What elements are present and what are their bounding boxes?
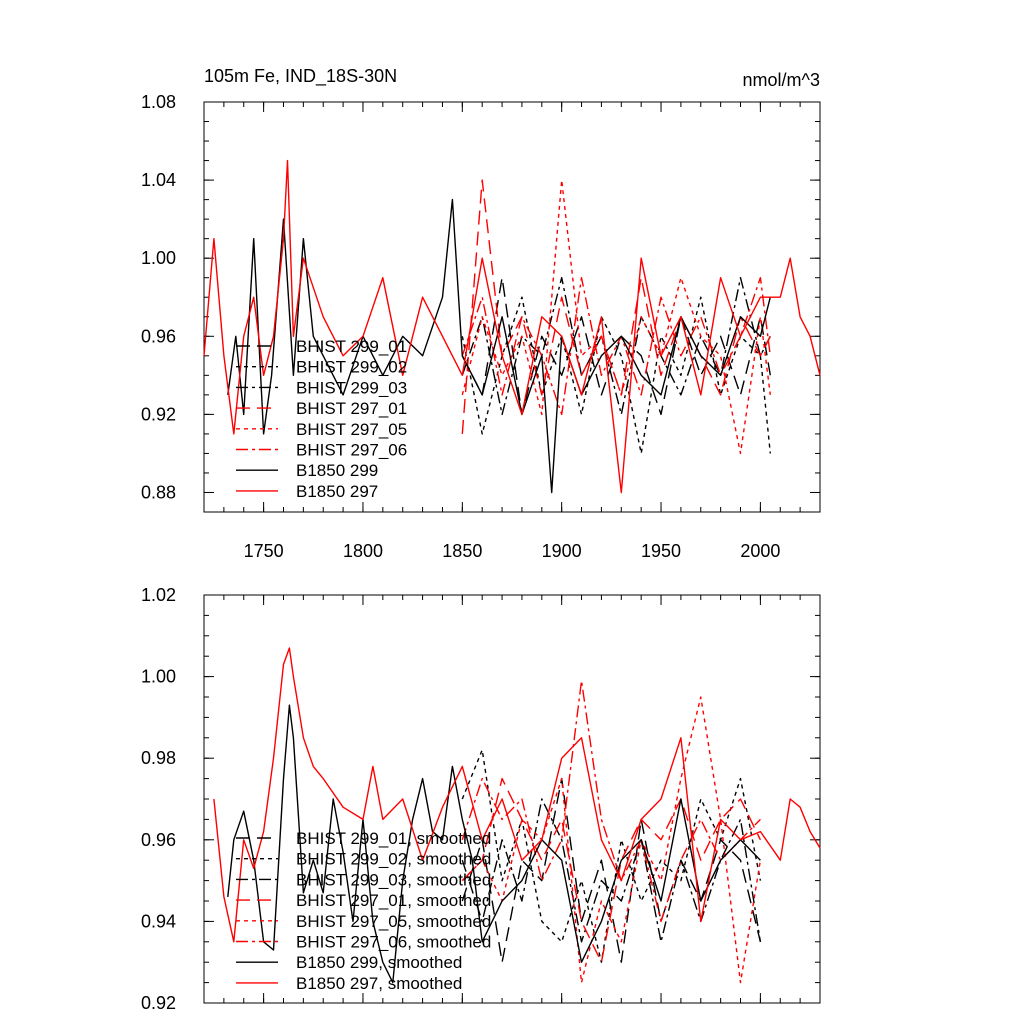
y-tick-label: 1.02 (141, 585, 176, 605)
series-line (227, 704, 761, 984)
series-line (227, 198, 771, 494)
y-tick-label: 0.98 (141, 748, 176, 768)
legend-label: BHIST 299_03, smoothed (296, 870, 491, 889)
legend-label: BHIST 297_05 (296, 420, 407, 439)
x-tick-label: 1750 (244, 541, 284, 561)
legend-label: BHIST 299_03 (296, 378, 407, 397)
series-line (461, 296, 771, 455)
legend-label: B1850 299, smoothed (296, 953, 462, 972)
series-line (461, 777, 762, 963)
y-tick-label: 0.96 (141, 830, 176, 850)
y-tick-label: 1.04 (141, 170, 176, 190)
legend-label: BHIST 297_06 (296, 441, 407, 460)
x-tick-label: 1800 (343, 541, 383, 561)
series-line (461, 277, 771, 416)
series-line (461, 680, 761, 923)
legend-label: BHIST 299_01, smoothed (296, 829, 491, 848)
y-tick-label: 1.08 (141, 92, 176, 112)
bottom-panel: 0.92 0.94 0.96 0.98 1.00 1.02 BHIST 299_01, sm… (141, 585, 821, 1013)
x-tick-label: 1850 (442, 541, 482, 561)
legend-label: B1850 299 (296, 461, 378, 480)
y-tick-label: 1.00 (141, 667, 176, 687)
series-line (213, 647, 821, 943)
y-tick-label: 1.00 (141, 248, 176, 268)
x-tick-label: 1950 (641, 541, 681, 561)
units-label: nmol/m^3 (743, 70, 820, 90)
legend-label: BHIST 297_06, smoothed (296, 933, 491, 952)
legend-label: BHIST 297_01, smoothed (296, 891, 491, 910)
legend-label: B1850 297, smoothed (296, 974, 462, 993)
series-line (461, 798, 762, 943)
legend-label: BHIST 299_01 (296, 337, 407, 356)
plot-frame (203, 101, 821, 513)
series-line (461, 749, 762, 963)
legend-label: BHIST 299_02, smoothed (296, 850, 491, 869)
series-line (461, 277, 771, 416)
x-tick-label: 2000 (740, 541, 780, 561)
y-tick-label: 0.92 (141, 993, 176, 1013)
series-line (461, 696, 762, 984)
legend-label: BHIST 299_02 (296, 358, 407, 377)
x-tick-label: 1900 (542, 541, 582, 561)
y-tick-label: 0.96 (141, 326, 176, 346)
series-line (461, 179, 771, 455)
legend-label: B1850 297 (296, 482, 378, 501)
y-tick-label: 0.92 (141, 404, 176, 424)
top-panel: 0.88 0.92 0.96 1.00 1.04 1.08 1750 1800 1850 1900… (141, 92, 821, 561)
legend-label: BHIST 297_01 (296, 399, 407, 418)
y-tick-label: 0.88 (141, 482, 176, 502)
legend-label: BHIST 297_05, smoothed (296, 912, 491, 931)
chart-title: 105m Fe, IND_18S-30N (204, 66, 397, 87)
series-line (203, 159, 821, 494)
y-tick-label: 0.94 (141, 911, 176, 931)
